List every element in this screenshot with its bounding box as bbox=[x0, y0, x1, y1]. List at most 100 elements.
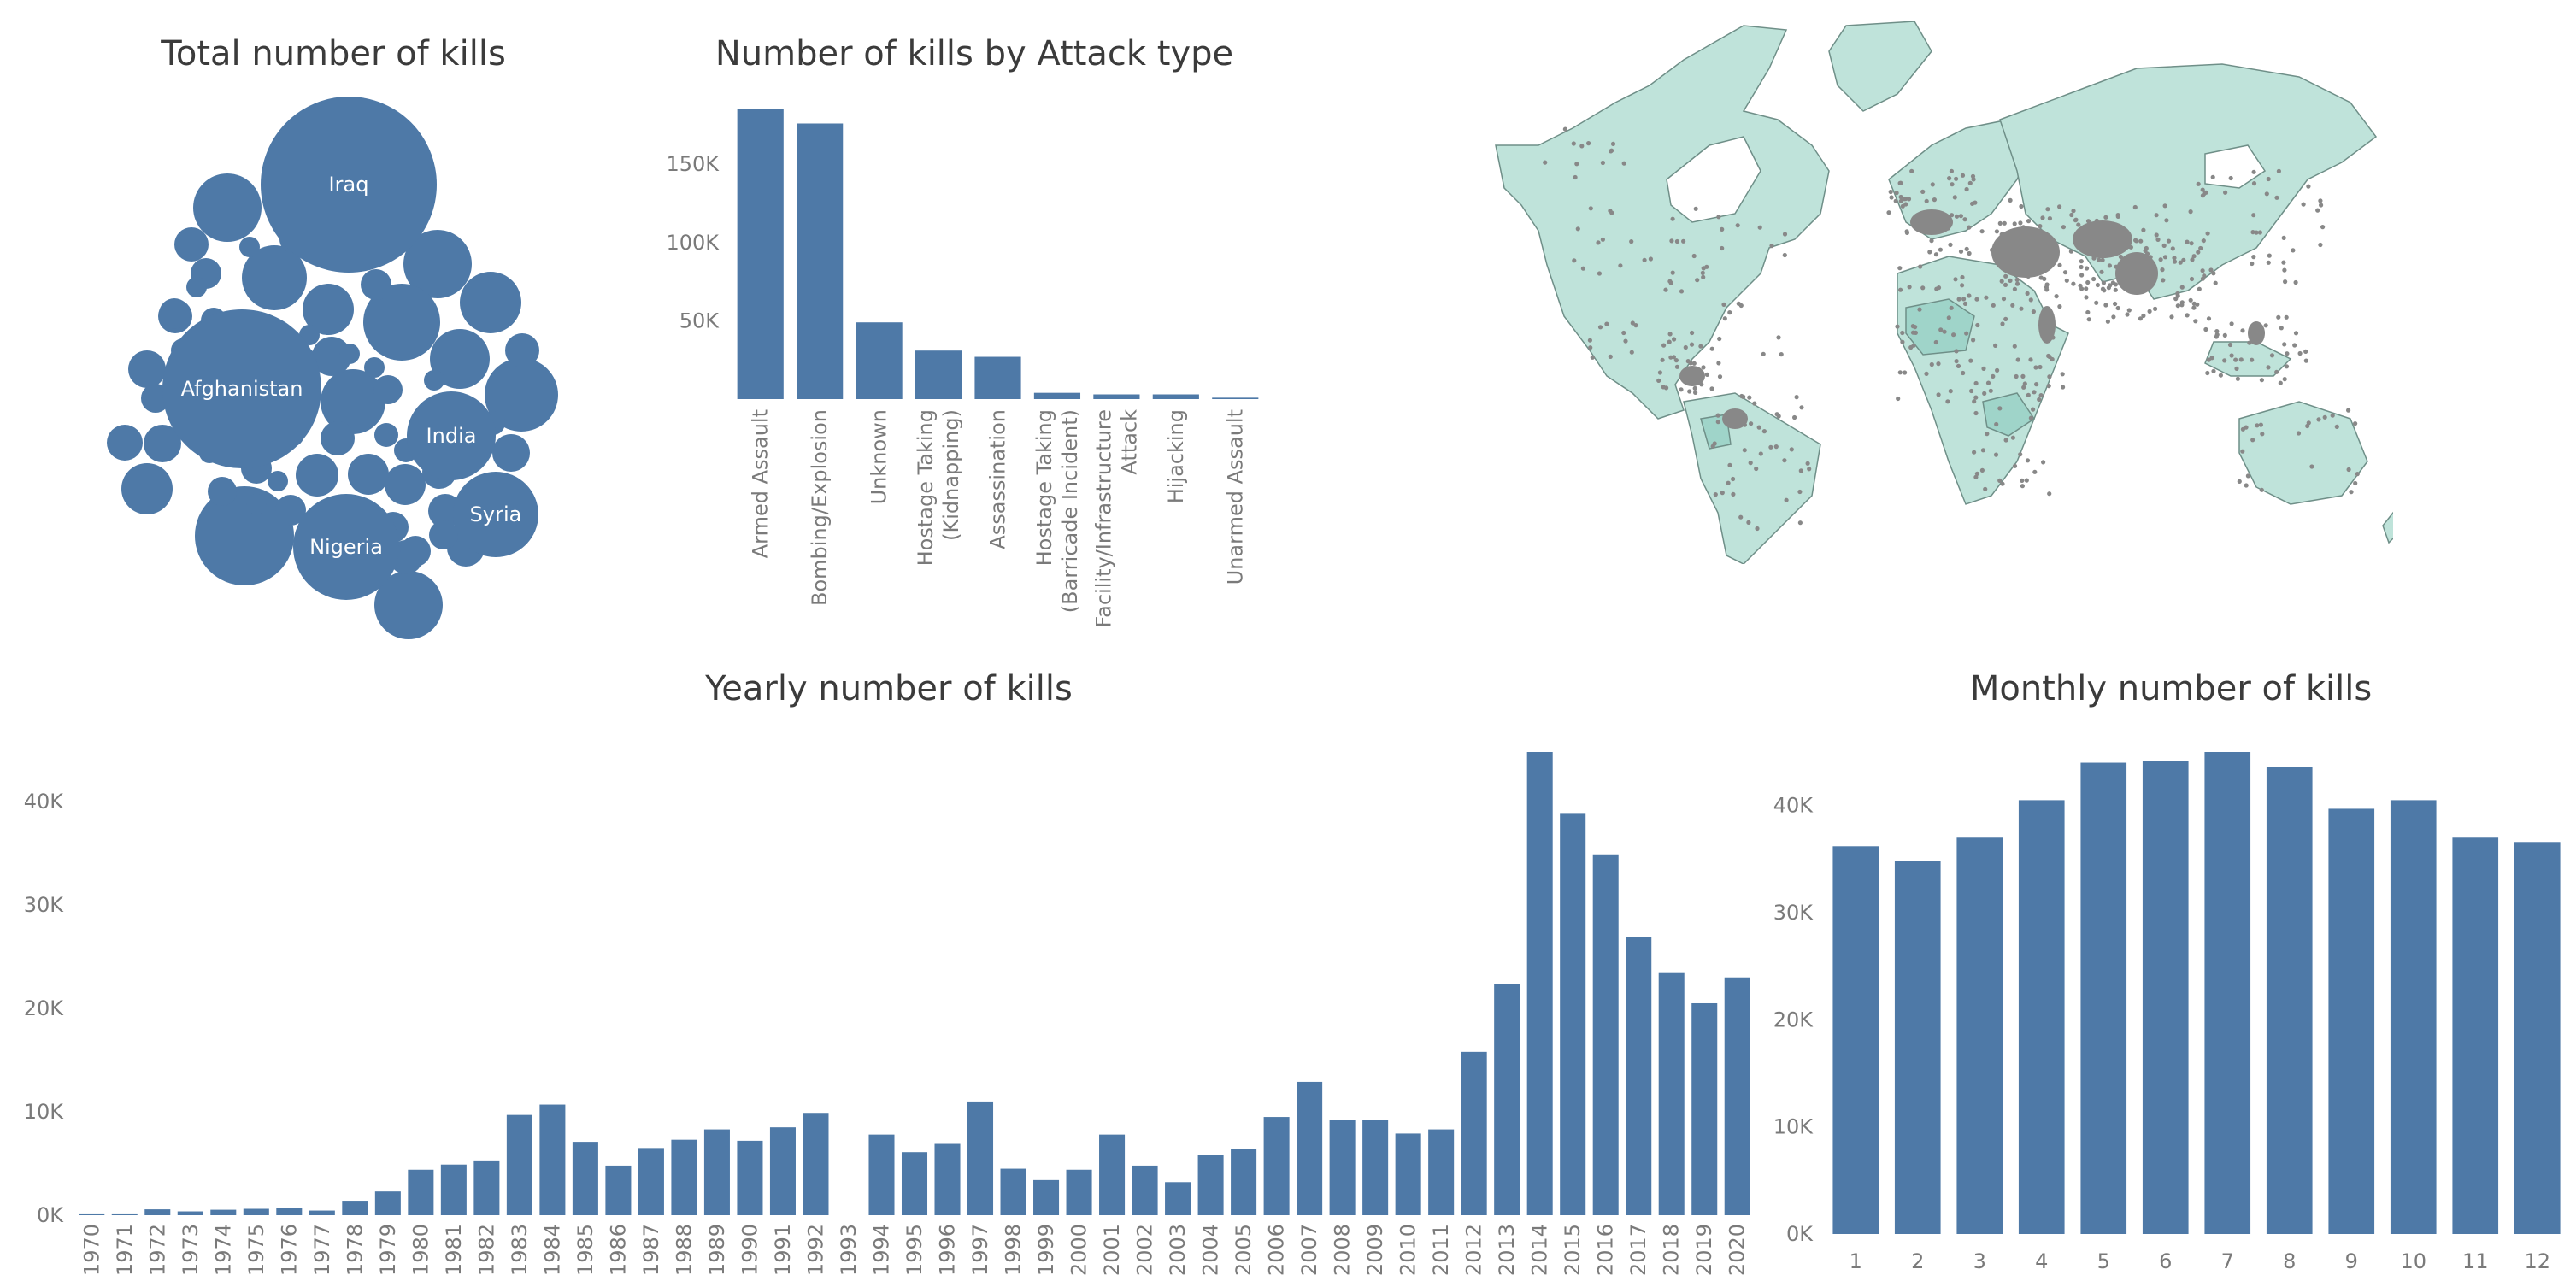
incident-dot bbox=[2015, 357, 2020, 362]
y-tick-label: 100K bbox=[666, 231, 720, 255]
x-tick-label-group: 1978 bbox=[343, 1224, 367, 1276]
bar bbox=[1691, 1002, 1718, 1215]
bar bbox=[408, 1169, 434, 1215]
bubble bbox=[374, 571, 443, 639]
x-tick-label: 1987 bbox=[639, 1224, 663, 1276]
bar bbox=[473, 1160, 500, 1215]
incident-dot bbox=[1709, 346, 1714, 351]
x-tick-label-group: 1982 bbox=[474, 1224, 498, 1276]
world-map[interactable] bbox=[1487, 17, 2393, 564]
incident-dot bbox=[1920, 189, 1926, 194]
incident-dot bbox=[2284, 314, 2289, 320]
x-tick-label: Hostage Taking bbox=[914, 409, 938, 566]
x-tick-label: 1973 bbox=[179, 1224, 203, 1276]
incident-dot bbox=[1974, 471, 1979, 476]
x-tick-label-group: Unknown bbox=[867, 409, 891, 504]
x-tick-label: 1998 bbox=[1002, 1224, 1026, 1276]
incident-dot bbox=[1945, 399, 1950, 404]
incident-dot bbox=[2355, 472, 2360, 477]
incident-dot bbox=[1769, 244, 1774, 249]
x-tick-label-group: 3 bbox=[1973, 1249, 1986, 1273]
incident-dot bbox=[2085, 266, 2090, 271]
x-tick-label: 10 bbox=[2400, 1249, 2426, 1273]
incident-dot bbox=[2196, 250, 2201, 255]
incident-dot bbox=[1782, 232, 1788, 237]
incident-dot bbox=[2181, 257, 2186, 262]
incident-dot bbox=[1681, 238, 1686, 244]
x-tick-label-group: 2012 bbox=[1462, 1224, 1486, 1276]
x-tick-label: 1976 bbox=[277, 1224, 301, 1276]
incident-dot bbox=[1961, 370, 1966, 376]
incident-dot bbox=[1964, 331, 1969, 336]
bubbles: Iraq Afghanistan India Nigeria Syria bbox=[107, 97, 558, 639]
incident-dot bbox=[1608, 354, 1613, 359]
incident-dot bbox=[2172, 256, 2177, 261]
bubble bbox=[374, 423, 398, 447]
x-tick-label-group: 8 bbox=[2283, 1249, 2296, 1273]
x-tick-label-group: 1995 bbox=[903, 1224, 926, 1276]
incident-dot bbox=[1700, 270, 1705, 275]
incident-dot bbox=[2079, 273, 2085, 278]
incident-dot bbox=[2026, 392, 2031, 397]
greenland-shape bbox=[1828, 21, 1932, 112]
incident-dot bbox=[1889, 195, 1894, 200]
incident-dot bbox=[2103, 214, 2108, 220]
incident-dot bbox=[1618, 263, 1623, 268]
x-tick-label-group: 1993 bbox=[837, 1224, 861, 1276]
incident-dot bbox=[1630, 320, 1635, 326]
incident-dot bbox=[2108, 283, 2113, 288]
bar bbox=[1329, 1120, 1356, 1215]
cluster-europe bbox=[1910, 209, 1953, 235]
incident-dot bbox=[1932, 197, 1937, 203]
incident-dot bbox=[2211, 368, 2216, 373]
x-tick-label-group: 1992 bbox=[803, 1224, 827, 1276]
incident-dot bbox=[1668, 355, 1673, 360]
x-tick-label-group: 1985 bbox=[573, 1224, 597, 1276]
incident-dot bbox=[1949, 168, 1954, 173]
incident-dot bbox=[2057, 262, 2062, 267]
incident-dot bbox=[2297, 350, 2303, 356]
incident-dot bbox=[1797, 520, 1803, 526]
incident-dot bbox=[1574, 162, 1579, 167]
asia-shape bbox=[1999, 63, 2378, 300]
bubble bbox=[303, 284, 354, 335]
x-tick-label: 2013 bbox=[1495, 1224, 1519, 1276]
incident-dot bbox=[2250, 357, 2255, 362]
y-tick-label: 40K bbox=[24, 790, 65, 814]
incident-dot bbox=[1999, 279, 2004, 284]
incident-dot bbox=[2026, 219, 2032, 224]
incident-dot bbox=[1894, 191, 1899, 196]
incident-dot bbox=[2031, 407, 2036, 412]
bubble bbox=[361, 269, 391, 300]
incident-dot bbox=[2353, 480, 2358, 486]
incident-dot bbox=[1954, 214, 1960, 219]
incident-dot bbox=[1716, 214, 1721, 220]
bubble bbox=[246, 494, 267, 514]
x-tick-label-group: 1996 bbox=[936, 1224, 960, 1276]
bar bbox=[2204, 752, 2251, 1234]
sahel-region bbox=[1905, 298, 1975, 356]
incident-dot bbox=[1752, 401, 1757, 406]
incident-dot bbox=[1670, 216, 1675, 221]
incident-dot bbox=[2019, 203, 2024, 209]
incident-dot bbox=[1600, 160, 1605, 166]
incident-dot bbox=[1709, 386, 1714, 391]
incident-dot bbox=[2200, 268, 2205, 273]
incident-dot bbox=[2028, 415, 2033, 420]
incident-dot bbox=[2282, 267, 2287, 273]
incident-dot bbox=[2158, 257, 2163, 262]
incident-dot bbox=[2213, 280, 2218, 285]
incident-dot bbox=[2266, 365, 2271, 370]
incident-dot bbox=[2228, 175, 2233, 181]
x-tick-label-group: 1975 bbox=[244, 1224, 268, 1276]
x-tick-label-group: Armed Assault bbox=[749, 409, 773, 558]
incident-dot bbox=[2033, 365, 2038, 370]
x-tick-label: 7 bbox=[2221, 1249, 2234, 1273]
incident-dot bbox=[2267, 253, 2272, 258]
x-tick-label-group: 2011 bbox=[1429, 1224, 1453, 1276]
x-tick-label-group: 5 bbox=[2097, 1249, 2110, 1273]
incident-dot bbox=[2132, 204, 2138, 210]
incident-dot bbox=[2094, 300, 2099, 305]
bar bbox=[671, 1139, 697, 1215]
x-tick-label: 1978 bbox=[343, 1224, 367, 1276]
